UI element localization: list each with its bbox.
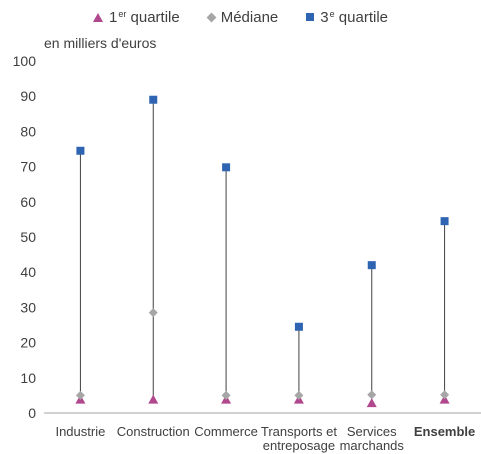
x-tick-label-line: Transports et [261, 424, 337, 439]
q3-square-point [76, 146, 85, 155]
y-tick-label: 30 [20, 299, 36, 315]
y-tick-label: 20 [20, 335, 36, 351]
q3-square-point [367, 261, 376, 270]
median-diamond-point [148, 308, 158, 318]
legend-label-q1: 1er quartile [108, 8, 180, 26]
y-tick-label: 90 [20, 88, 36, 104]
x-tick-label-line: Commerce [194, 424, 258, 439]
median-diamond-point [221, 390, 231, 400]
legend-item-median: Médiane [206, 6, 279, 28]
y-tick-label: 80 [20, 123, 36, 139]
y-axis-unit-label: en milliers d'euros [44, 35, 157, 51]
x-tick-label: Services marchands [340, 424, 405, 453]
x-tick-label: Industrie [55, 424, 105, 439]
q1-triangle-point [366, 398, 377, 408]
q3-square-point [149, 95, 158, 104]
x-tick-label-line: Construction [117, 424, 190, 439]
x-tick-label-line: Industrie [55, 424, 105, 439]
chart-legend: 1er quartile Médiane 3e quartile [0, 6, 481, 28]
median-diamond-point [440, 390, 450, 400]
x-tick-label-line: Ensemble [414, 424, 475, 439]
x-tick-label: Construction [117, 424, 190, 439]
y-tick-label: 50 [20, 229, 36, 245]
y-tick-label: 10 [20, 370, 36, 386]
x-tick-label-line: Services [347, 424, 397, 439]
y-tick-label: 0 [28, 405, 36, 421]
q1-triangle-point [148, 394, 159, 404]
legend-label-median: Médiane [220, 8, 279, 26]
y-tick-label: 40 [20, 264, 36, 280]
q3-square-point [222, 163, 231, 172]
y-tick-label: 70 [20, 159, 36, 175]
triangle-marker-icon [92, 12, 103, 22]
legend-item-q3: 3e quartile [306, 6, 388, 28]
x-tick-label: Ensemble [414, 424, 475, 439]
legend-label-q3: 3e quartile [320, 8, 388, 26]
square-marker-icon [306, 13, 315, 21]
median-diamond-point [367, 390, 377, 400]
x-tick-label: Transports et entreposage [261, 424, 337, 453]
x-tick-label: Commerce [194, 424, 258, 439]
median-diamond-point [294, 390, 304, 400]
q3-square-point [294, 322, 303, 331]
x-tick-label-line: entreposage [263, 438, 335, 453]
median-diamond-point [75, 390, 85, 400]
legend-item-q1: 1er quartile [92, 6, 180, 28]
y-tick-label: 100 [13, 53, 37, 69]
y-tick-label: 60 [20, 194, 36, 210]
x-tick-label-line: marchands [340, 438, 405, 453]
q3-square-point [440, 217, 449, 226]
